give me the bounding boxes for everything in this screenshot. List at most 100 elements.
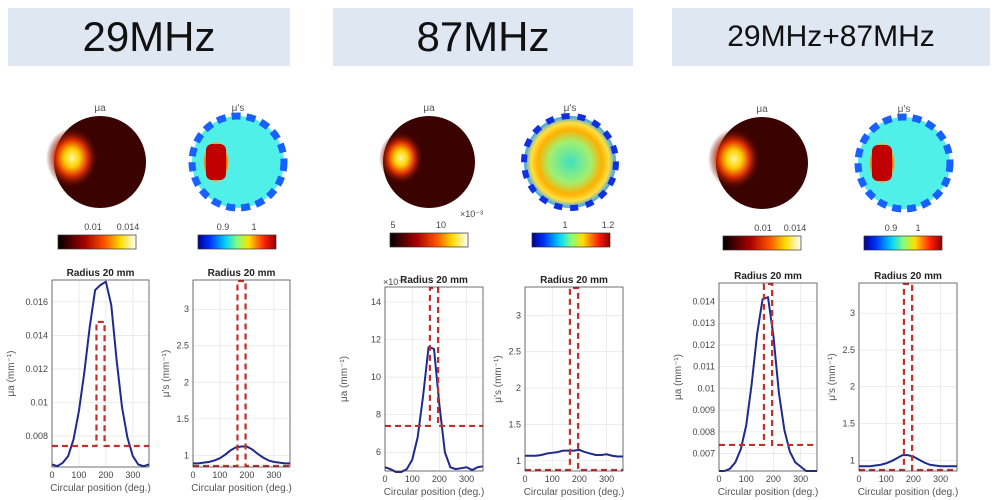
plot-frame	[51, 279, 150, 468]
x-tick-label: 0	[522, 474, 527, 484]
absorption-inclusion	[379, 132, 423, 184]
map-disk	[858, 117, 950, 209]
plot-title: Radius 20 mm	[874, 271, 942, 282]
x-tick-label: 100	[739, 474, 754, 484]
map-edge-artifacts	[854, 113, 954, 213]
y-tick-label: 0.016	[25, 297, 48, 307]
y-tick-label: 8	[376, 410, 381, 420]
y-exponent: ×10⁻³	[383, 277, 406, 287]
header-combined: 29MHz+87MHz	[672, 8, 990, 66]
colorbar-tick-label: 1.2	[602, 220, 615, 230]
y-tick-label: 0.013	[692, 318, 715, 328]
map-title: μ's	[232, 103, 245, 114]
x-tick-label: 200	[572, 474, 587, 484]
y-tick-label: 0.014	[692, 296, 715, 306]
y-tick-label: 2	[184, 377, 189, 387]
map-title: μa	[756, 104, 768, 115]
line-plot: 0 100 200 300 1 1.5 2 2.5 3 Radius 20 mm Circular …	[161, 268, 292, 494]
map-title: μ's	[898, 104, 911, 115]
x-tick-label: 200	[432, 474, 447, 484]
x-tick-label: 0	[716, 474, 721, 484]
x-tick-label: 300	[459, 474, 474, 484]
y-tick-label: 2.5	[176, 341, 189, 351]
x-tick-label: 100	[212, 470, 227, 480]
colorbar-tick-label: 5	[390, 220, 395, 230]
mus-map: μ's	[188, 103, 288, 212]
colorbar-gradient	[531, 232, 611, 248]
colorbar-tick-label: 0.014	[117, 222, 140, 232]
x-axis-label: Circular position (deg.)	[384, 487, 485, 498]
y-tick-label: 0.008	[25, 431, 48, 441]
y-tick-label: 6	[376, 447, 381, 457]
line-plot: 0 100 200 300 0.008 0.01 0.012 0.014 0.016 Radius…	[6, 268, 151, 494]
colorbar-gradient	[57, 234, 137, 250]
line-plot: 0 100 200 300 0.007 0.008 0.009 0.01 0.011 0.012 0…	[673, 271, 818, 498]
map-title: μa	[94, 103, 106, 114]
x-tick-label: 200	[906, 474, 921, 484]
x-tick-label: 0	[382, 474, 387, 484]
line-plot: 0 100 200 300 1 1.5 2 2.5 3 Radius 20 mm Circular …	[493, 275, 624, 498]
y-tick-label: 3	[516, 310, 521, 320]
line-plot: 0 100 200 300 6 8 10 12 14 Radius 20 mm×10⁻³ Circu…	[339, 275, 484, 498]
y-tick-label: 12	[371, 335, 381, 345]
reconstruction-curve	[719, 296, 817, 472]
x-tick-label: 300	[793, 474, 808, 484]
colorbar-gradient	[722, 235, 802, 251]
plot-title: Radius 20 mm	[208, 268, 276, 279]
mua-map: μa	[708, 104, 808, 209]
colorbar: 5 10 ×10⁻³	[389, 209, 483, 248]
plot-frame	[192, 279, 291, 468]
y-tick-label: 1	[850, 455, 855, 465]
x-tick-label: 200	[766, 474, 781, 484]
colorbar: 0.9 1	[197, 222, 277, 250]
plot-frame	[524, 286, 624, 472]
plot-area	[719, 283, 817, 471]
map-title: μ's	[564, 103, 577, 114]
map-edge-artifacts	[521, 113, 619, 211]
reconstruction-curve	[193, 445, 290, 465]
y-tick-label: 0.012	[25, 364, 48, 374]
y-tick-label: 0.014	[25, 330, 48, 340]
x-tick-label: 0	[856, 474, 861, 484]
plot-area	[52, 280, 149, 467]
x-axis-label: Circular position (deg.)	[524, 487, 625, 498]
true-profile-curve	[525, 286, 623, 472]
y-tick-label: 0.008	[692, 427, 715, 437]
y-tick-label: 0.011	[693, 362, 715, 372]
y-axis-label: μ's (mm⁻¹)	[493, 355, 504, 402]
x-tick-label: 0	[49, 470, 54, 480]
y-tick-label: 14	[371, 297, 381, 307]
y-axis-label: μ's (mm⁻¹)	[827, 353, 838, 400]
y-tick-label: 1	[184, 450, 189, 460]
plot-frame	[384, 286, 484, 472]
x-tick-label: 300	[266, 470, 281, 480]
true-profile-curve	[52, 320, 149, 448]
scattering-inclusion-core	[206, 144, 226, 180]
colorbar-tick-label: 0.014	[784, 223, 807, 233]
y-tick-label: 2	[516, 383, 521, 393]
colorbar-gradient	[197, 234, 277, 250]
y-axis-label: μa (mm⁻¹)	[673, 354, 684, 400]
colorbar-tick-label: 1	[562, 220, 567, 230]
colorbar-tick-label: 0.9	[217, 222, 230, 232]
plot-area	[525, 287, 623, 471]
colorbar: 0.9 1	[863, 223, 943, 251]
line-plot: 0 100 200 300 1 1.5 2 2.5 3 Radius 20 mm Circular …	[827, 271, 958, 498]
header-label: 29MHz	[82, 13, 216, 60]
scattering-inclusion-core	[872, 145, 892, 181]
x-tick-label: 0	[190, 470, 195, 480]
reconstruction-curve	[859, 454, 957, 468]
plot-frame	[858, 282, 958, 472]
colorbar-tick-label: 0.9	[885, 223, 898, 233]
y-tick-label: 1.5	[842, 419, 855, 429]
mua-map: μa	[379, 103, 475, 208]
y-tick-label: 3	[184, 304, 189, 314]
map-title: μa	[423, 103, 435, 114]
y-tick-label: 1.5	[508, 419, 521, 429]
absorption-inclusion	[46, 128, 98, 188]
y-tick-label: 2	[850, 382, 855, 392]
true-profile-curve	[193, 279, 290, 468]
x-tick-label: 100	[879, 474, 894, 484]
y-tick-label: 2.5	[508, 347, 521, 357]
